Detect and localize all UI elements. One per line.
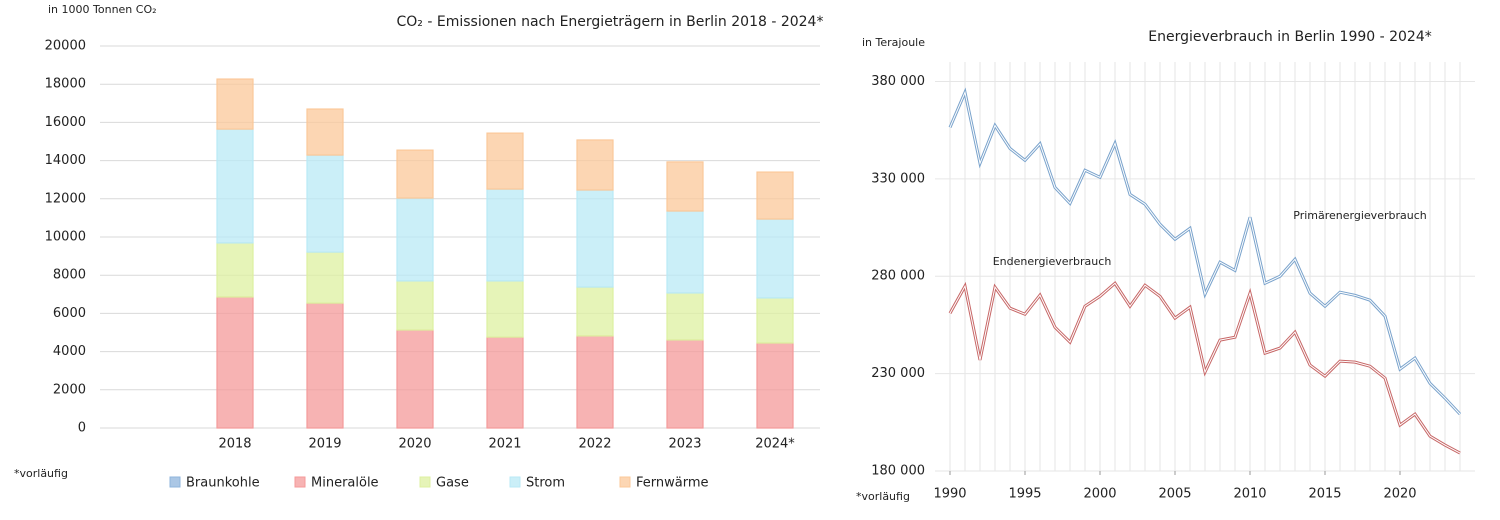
bar-segment <box>576 335 614 429</box>
x-tick-label: 2000 <box>1083 487 1116 502</box>
bar-segment <box>756 171 794 220</box>
legend-swatch <box>294 476 306 488</box>
bar-segment <box>306 108 344 156</box>
bar-segment <box>396 280 434 331</box>
bar-segment <box>756 297 794 344</box>
bar-segment <box>306 302 344 429</box>
x-tick-label: 2020 <box>398 437 431 452</box>
bar-segment <box>576 189 614 288</box>
bar-segment <box>486 132 524 190</box>
bar-segment <box>486 188 524 282</box>
bar-segment <box>666 292 704 341</box>
bar-segment <box>756 342 794 429</box>
x-tick-label: 2005 <box>1158 487 1191 502</box>
x-tick-label: 2015 <box>1308 487 1341 502</box>
legend-swatch <box>619 476 631 488</box>
y-tick-label: 230 000 <box>871 366 925 381</box>
footnote: *vorläufig <box>856 490 910 503</box>
bar-segment <box>396 197 434 282</box>
y-tick-label: 0 <box>78 421 86 436</box>
x-tick-label: 1995 <box>1008 487 1041 502</box>
legend-swatch <box>419 476 431 488</box>
legend-swatch <box>169 476 181 488</box>
y-tick-label: 14000 <box>45 153 86 168</box>
y-tick-label: 16000 <box>45 115 86 130</box>
x-tick-label: 1990 <box>933 487 966 502</box>
y-axis-unit: in Terajoule <box>862 36 925 49</box>
bar-segment <box>666 210 704 294</box>
bar-segment <box>666 339 704 429</box>
y-tick-label: 180 000 <box>871 464 925 479</box>
y-tick-label: 20000 <box>45 39 86 54</box>
x-tick-label: 2022 <box>578 437 611 452</box>
y-tick-label: 18000 <box>45 77 86 92</box>
bar-segment <box>216 242 254 298</box>
bar-segment <box>756 218 794 299</box>
legend-label: Braunkohle <box>186 476 260 491</box>
bar-segment <box>576 139 614 191</box>
bar-segment <box>306 154 344 253</box>
legend-label: Fernwärme <box>636 476 709 491</box>
series-line-highlight <box>949 282 1461 454</box>
y-tick-label: 6000 <box>53 306 86 321</box>
x-tick-label: 2019 <box>308 437 341 452</box>
y-tick-label: 280 000 <box>871 269 925 284</box>
legend-label: Mineralöle <box>311 476 379 491</box>
x-tick-label: 2018 <box>218 437 251 452</box>
bar-segment <box>216 128 254 244</box>
chart-title: Energieverbrauch in Berlin 1990 - 2024* <box>1148 29 1432 45</box>
x-tick-label: 2020 <box>1383 487 1416 502</box>
bar-segment <box>576 286 614 337</box>
y-tick-label: 4000 <box>53 344 86 359</box>
y-tick-label: 8000 <box>53 268 86 283</box>
x-tick-label: 2024* <box>755 437 795 452</box>
y-tick-label: 12000 <box>45 191 86 206</box>
bar-segment <box>216 296 254 429</box>
bar-segment <box>396 149 434 199</box>
y-tick-label: 2000 <box>53 382 86 397</box>
bar-segment <box>396 329 434 429</box>
x-tick-label: 2023 <box>668 437 701 452</box>
series-line-highlight <box>949 90 1461 415</box>
y-tick-label: 330 000 <box>871 171 925 186</box>
bar-segment <box>216 78 254 130</box>
legend-swatch <box>509 476 521 488</box>
bar-segment <box>306 251 344 304</box>
y-tick-label: 10000 <box>45 230 86 245</box>
legend-label: Strom <box>526 476 565 491</box>
bar-segment <box>486 336 524 429</box>
y-axis-unit: in 1000 Tonnen CO₂ <box>48 3 157 16</box>
x-tick-label: 2010 <box>1233 487 1266 502</box>
footnote: *vorläufig <box>14 467 68 480</box>
bar-segment <box>486 280 524 338</box>
y-tick-label: 380 000 <box>871 74 925 89</box>
bar-segment <box>666 161 704 212</box>
series-annotation: Primärenergieverbrauch <box>1293 209 1426 222</box>
chart-title: CO₂ - Emissionen nach Energieträgern in … <box>397 14 824 30</box>
series-annotation: Endenergieverbrauch <box>993 255 1112 268</box>
legend-label: Gase <box>436 476 469 491</box>
x-tick-label: 2021 <box>488 437 521 452</box>
